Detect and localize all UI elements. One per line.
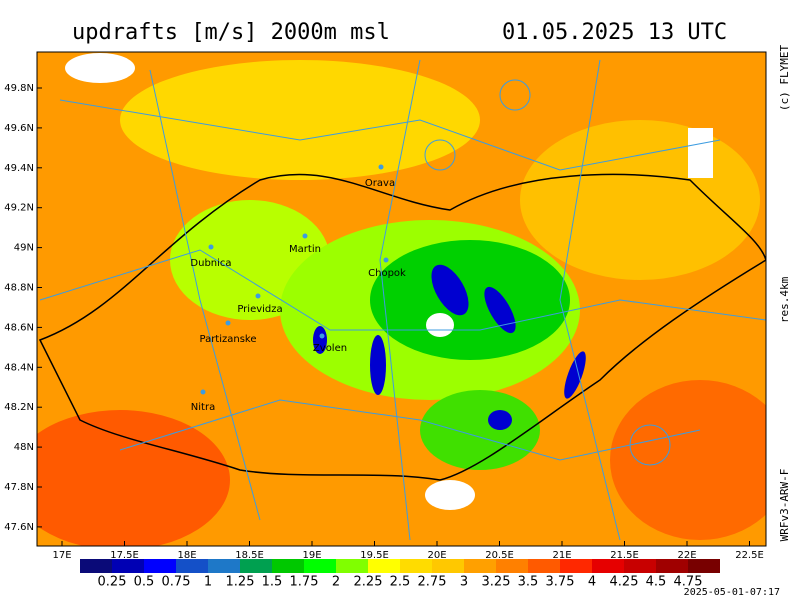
colorbar-label: 3.75 <box>546 575 575 590</box>
lat-tick-label: 49N <box>14 243 34 254</box>
colorbar-label: 2 <box>332 575 340 590</box>
colorbar-swatch <box>368 559 400 573</box>
lat-tick-label: 49.6N <box>4 123 34 134</box>
lon-tick-label: 19E <box>302 550 321 561</box>
lon-tick-label: 17.5E <box>110 550 139 561</box>
colorbar-swatch <box>528 559 560 573</box>
city-marker <box>319 333 325 339</box>
lon-tick-label: 22E <box>677 550 696 561</box>
colorbar-label: 4 <box>588 575 596 590</box>
colorbar-swatch <box>656 559 688 573</box>
map-frame <box>36 51 767 547</box>
colorbar-label: 4.25 <box>610 575 639 590</box>
city-label: Zvolen <box>313 343 347 354</box>
lon-tick-label: 19.5E <box>360 550 389 561</box>
lat-tick-label: 47.6N <box>4 522 34 533</box>
timestamp: 2025-05-01-07:17 <box>684 587 780 598</box>
colorbar-swatch <box>208 559 240 573</box>
colorbar-label: 2.25 <box>354 575 383 590</box>
lat-tick-label: 49.8N <box>4 83 34 94</box>
colorbar-swatch <box>304 559 336 573</box>
colorbar-swatch <box>144 559 176 573</box>
lon-tick-label: 20.5E <box>485 550 514 561</box>
lon-tick-label: 22.5E <box>735 550 764 561</box>
colorbar-swatch <box>688 559 720 573</box>
colorbar-label: 3.25 <box>482 575 511 590</box>
colorbar-label: 4.75 <box>674 575 703 590</box>
lat-tick-label: 48N <box>14 442 34 453</box>
colorbar-swatch <box>592 559 624 573</box>
colorbar-label: 1.5 <box>262 575 283 590</box>
colorbar-swatch <box>336 559 368 573</box>
lon-tick-label: 18.5E <box>235 550 264 561</box>
city-label: Nitra <box>191 402 215 413</box>
colorbar-label: 1 <box>204 575 212 590</box>
lat-tick-label: 49.4N <box>4 163 34 174</box>
colorbar-label: 0.5 <box>134 575 155 590</box>
model: WRFv3-ARW-F <box>778 469 791 542</box>
city-label: Prievidza <box>237 304 282 315</box>
colorbar-label: 0.25 <box>98 575 127 590</box>
colorbar-swatch <box>464 559 496 573</box>
lat-tick-label: 48.2N <box>4 402 34 413</box>
colorbar-label: 0.75 <box>162 575 191 590</box>
city-marker <box>208 244 214 250</box>
colorbar-swatch <box>112 559 144 573</box>
colorbar-label: 4.5 <box>646 575 667 590</box>
colorbar-label: 2.75 <box>418 575 447 590</box>
lon-tick-label: 21E <box>552 550 571 561</box>
colorbar-label: 1.25 <box>226 575 255 590</box>
title: updrafts [m/s] 2000m msl <box>72 20 390 45</box>
colorbar-swatch <box>624 559 656 573</box>
city-marker <box>225 320 231 326</box>
lat-tick-label: 48.8N <box>4 283 34 294</box>
lon-tick-label: 21.5E <box>610 550 639 561</box>
city-marker <box>302 233 308 239</box>
city-marker <box>383 257 389 263</box>
city-label: Dubnica <box>190 258 231 269</box>
lon-tick-label: 17E <box>52 550 71 561</box>
resolution: res.4km <box>778 276 791 323</box>
datetime: 01.05.2025 13 UTC <box>502 20 727 45</box>
colorbar-swatch <box>176 559 208 573</box>
colorbar-swatch <box>80 559 112 573</box>
colorbar-swatch <box>240 559 272 573</box>
colorbar-swatch <box>560 559 592 573</box>
city-label: Chopok <box>368 268 406 279</box>
lon-tick-label: 20E <box>427 550 446 561</box>
colorbar-swatch <box>496 559 528 573</box>
colorbar-label: 3 <box>460 575 468 590</box>
colorbar-label: 1.75 <box>290 575 319 590</box>
lat-tick-label: 48.6N <box>4 322 34 333</box>
city-marker <box>200 389 206 395</box>
colorbar-label: 2.5 <box>390 575 411 590</box>
city-label: Martin <box>289 244 321 255</box>
colorbar-swatch <box>432 559 464 573</box>
city-marker <box>255 293 261 299</box>
lat-tick-label: 48.4N <box>4 362 34 373</box>
colorbar-swatch <box>400 559 432 573</box>
lat-tick-label: 49.2N <box>4 203 34 214</box>
colorbar-label: 3.5 <box>518 575 539 590</box>
city-label: Orava <box>365 178 395 189</box>
colorbar-swatch <box>272 559 304 573</box>
city-marker <box>378 164 384 170</box>
lat-tick-label: 47.8N <box>4 482 34 493</box>
city-label: Partizanske <box>199 334 256 345</box>
copyright: (c) FLYMET <box>778 45 791 112</box>
lon-tick-label: 18E <box>177 550 196 561</box>
map-field <box>37 52 766 546</box>
